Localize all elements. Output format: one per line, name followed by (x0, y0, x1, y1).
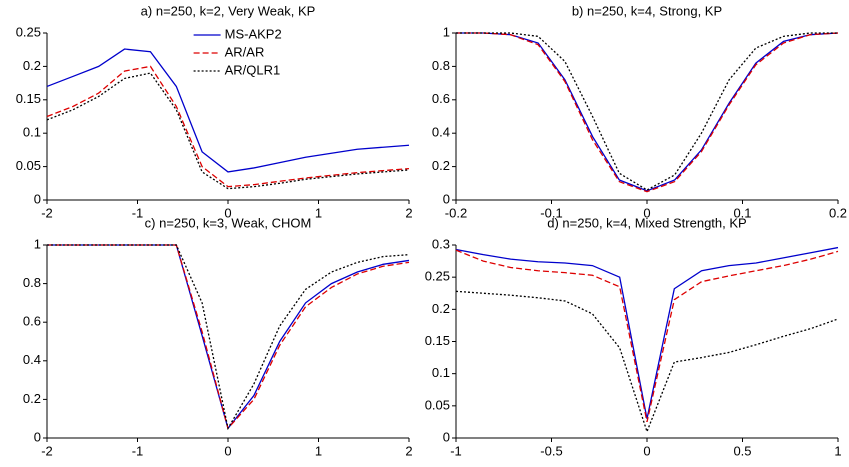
y-tick-label: 0 (443, 429, 450, 444)
y-tick-label: 0.25 (16, 24, 41, 39)
y-tick-label: 0.2 (23, 58, 41, 73)
y-tick-label: 1 (34, 236, 41, 251)
y-tick-label: 0 (443, 191, 450, 206)
y-tick-label: 0.2 (432, 301, 450, 316)
x-tick-label: -1 (450, 443, 462, 458)
series-line (455, 290, 839, 434)
y-tick-label: 0.25 (425, 269, 450, 284)
x-tick-label: 2 (405, 443, 412, 458)
x-tick-label: 0 (224, 443, 231, 458)
y-tick-label: 0.8 (432, 58, 450, 73)
x-tick-label: 0.5 (733, 443, 751, 458)
series-line (47, 244, 410, 431)
x-tick-label: 0.1 (733, 205, 751, 220)
x-tick-label: -0.2 (445, 205, 467, 220)
y-tick-label: 0.2 (432, 158, 450, 173)
series-line (456, 32, 839, 192)
y-tick-label: 0.4 (23, 352, 41, 367)
legend-label: AR/QLR1 (225, 62, 281, 77)
y-tick-label: 0.8 (23, 275, 41, 290)
x-tick-label: 0 (643, 205, 650, 220)
x-tick-label: -2 (41, 443, 53, 458)
series-line (46, 48, 410, 173)
y-tick-label: 0.2 (23, 391, 41, 406)
x-tick-label: -1 (132, 443, 144, 458)
x-tick-label: 0 (224, 205, 231, 220)
y-tick-label: 0.4 (432, 125, 450, 140)
legend-label: MS-AKP2 (225, 26, 282, 41)
y-tick-label: 0.1 (23, 125, 41, 140)
y-tick-label: 0.6 (432, 91, 450, 106)
series-line (456, 32, 838, 191)
chart-title: c) n=250, k=3, Weak, CHOM (145, 215, 312, 230)
legend-label: AR/AR (225, 44, 265, 59)
x-tick-label: -2 (41, 205, 53, 220)
series-line (455, 246, 839, 419)
y-tick-label: 0.1 (432, 365, 450, 380)
x-tick-label: 1 (315, 443, 322, 458)
series-line (456, 32, 839, 193)
y-tick-label: 0.15 (16, 91, 41, 106)
x-tick-label: 0.2 (829, 205, 847, 220)
y-tick-label: 0.05 (425, 397, 450, 412)
series-line (46, 72, 410, 190)
x-tick-label: -0.1 (540, 205, 562, 220)
y-tick-label: 0.6 (23, 314, 41, 329)
series-line (46, 65, 410, 188)
x-tick-label: -1 (132, 205, 144, 220)
x-tick-label: 1 (834, 443, 841, 458)
chart-title: b) n=250, k=4, Strong, KP (572, 3, 722, 18)
y-tick-label: 0 (34, 429, 41, 444)
y-tick-label: 0.15 (425, 333, 450, 348)
x-tick-label: 0 (643, 443, 650, 458)
y-tick-label: 0 (34, 191, 41, 206)
y-tick-label: 1 (443, 24, 450, 39)
chart-title: a) n=250, k=2, Very Weak, KP (141, 3, 316, 18)
y-tick-label: 0.3 (432, 236, 450, 251)
series-line (455, 249, 839, 423)
series-line (47, 244, 410, 430)
chart-title: d) n=250, k=4, Mixed Strength, KP (547, 215, 746, 230)
y-tick-label: 0.05 (16, 158, 41, 173)
x-tick-label: 1 (315, 205, 322, 220)
x-tick-label: -0.5 (540, 443, 562, 458)
x-tick-label: 2 (405, 205, 412, 220)
